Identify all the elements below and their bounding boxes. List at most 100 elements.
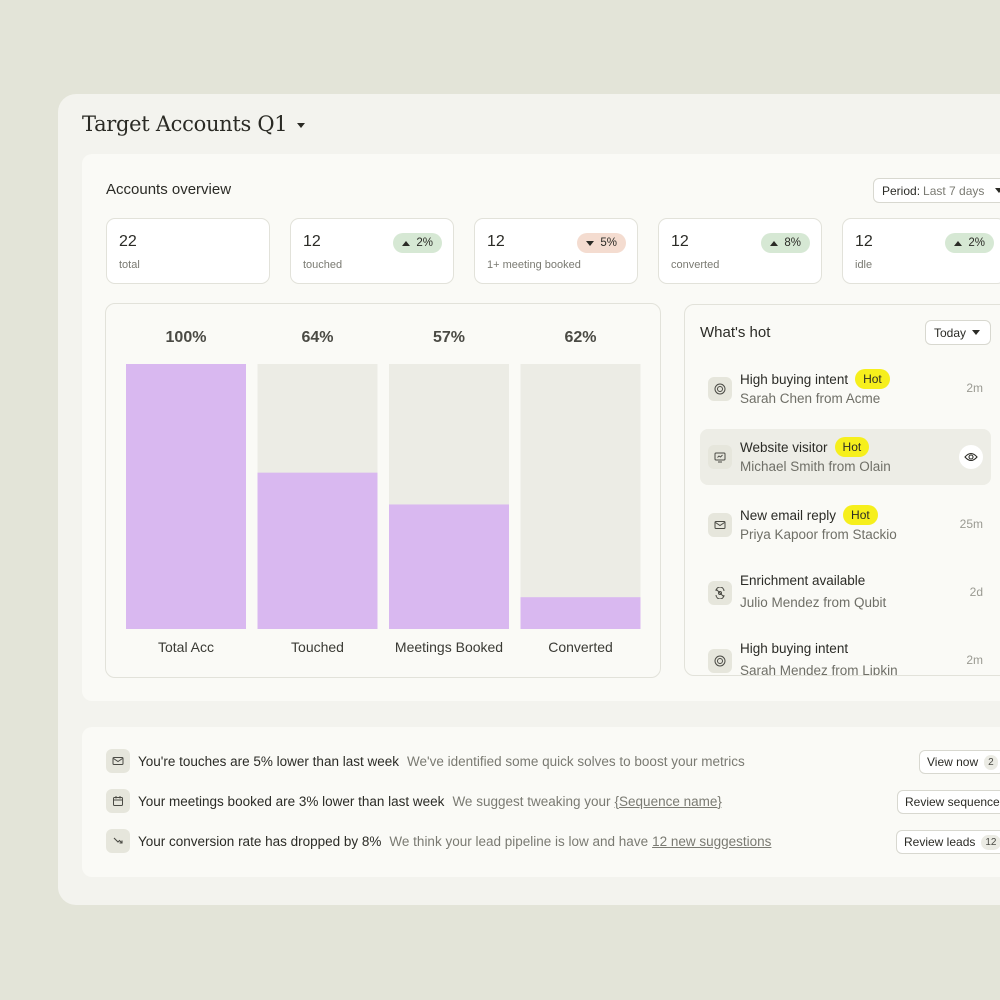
data-label: 100%	[166, 329, 207, 346]
target-icon	[708, 649, 732, 673]
insights-panel: You're touches are 5% lower than last we…	[82, 727, 1000, 877]
target-icon	[708, 377, 732, 401]
monitor-icon	[708, 445, 732, 469]
hot-badge: Hot	[834, 437, 870, 457]
bar[interactable]	[389, 504, 509, 629]
hot-item[interactable]: Enrichment available Julio Mendez from Q…	[700, 565, 991, 621]
insight-sub: We think your lead pipeline is low and h…	[389, 833, 649, 849]
mail-icon	[708, 513, 732, 537]
hot-item-title-text: High buying intent	[740, 371, 849, 387]
review-sequence-button[interactable]: Review sequence	[897, 790, 1000, 814]
insight-sub: We suggest tweaking your	[452, 793, 611, 809]
hot-item-subtitle: Sarah Mendez from Lipkin	[740, 663, 898, 676]
sequence-link[interactable]: {Sequence name}	[614, 793, 722, 809]
arrow-down-icon	[586, 240, 595, 246]
delta-badge: 5%	[577, 233, 626, 253]
hot-item-subtitle: Sarah Chen from Acme	[740, 391, 881, 406]
calendar-icon	[106, 789, 130, 813]
hot-item-title-text: High buying intent	[740, 641, 849, 656]
bar[interactable]	[126, 364, 246, 629]
stat-label: converted	[671, 259, 720, 271]
view-now-button[interactable]: View now 2	[919, 750, 1000, 774]
insight-main: Your meetings booked are 3% lower than l…	[138, 793, 445, 809]
data-label: 64%	[301, 329, 333, 346]
stat-label: total	[119, 259, 140, 271]
button-label: Review leads	[904, 835, 976, 849]
hot-item-time: 2m	[966, 381, 983, 395]
delta-badge: 2%	[945, 233, 994, 253]
hot-item-time: 2m	[966, 653, 983, 667]
delta-value: 5%	[600, 237, 617, 249]
hot-item-title: High buying intent	[740, 641, 848, 656]
hot-item[interactable]: New email reply Hot Priya Kapoor from Sta…	[700, 497, 991, 553]
delta-badge: 2%	[393, 233, 442, 253]
delta-badge: 8%	[761, 233, 810, 253]
hot-item-selected[interactable]: Website visitor Hot Michael Smith from Ol…	[700, 429, 991, 485]
suggestions-link[interactable]: 12 new suggestions	[652, 833, 772, 849]
chevron-down-icon	[995, 188, 1000, 193]
delta-value: 2%	[416, 237, 433, 249]
bar[interactable]	[257, 472, 378, 629]
button-label: Review sequence	[905, 795, 1000, 809]
hot-badge: Hot	[855, 369, 890, 389]
mail-icon	[106, 749, 130, 773]
hot-item-title-text: Enrichment available	[740, 573, 866, 588]
bar[interactable]	[520, 597, 641, 629]
category-label: Meetings Booked	[395, 639, 503, 655]
stat-card-converted[interactable]: 12 converted 8%	[658, 218, 822, 284]
stat-card-idle[interactable]: 12 idle 2%	[842, 218, 1000, 284]
hot-item-title-text: New email reply	[740, 507, 837, 523]
hot-item-subtitle: Julio Mendez from Qubit	[740, 595, 887, 610]
hot-item-title-text: Website visitor	[740, 439, 828, 455]
delta-value: 8%	[784, 237, 801, 249]
hot-item[interactable]: High buying intent Hot Sarah Chen from Ac…	[700, 361, 991, 417]
insight-main: Your conversion rate has dropped by 8%	[138, 833, 382, 849]
enrich-icon	[708, 581, 732, 605]
stat-label: idle	[855, 259, 873, 271]
stat-card-meeting-booked[interactable]: 12 1+ meeting booked 5%	[474, 218, 638, 284]
today-select[interactable]: Today	[925, 320, 991, 345]
hot-item-subtitle: Priya Kapoor from Stackio	[740, 527, 897, 542]
trend-down-icon	[106, 829, 130, 853]
review-leads-button[interactable]: Review leads 12	[896, 830, 1000, 854]
period-label: Period:	[882, 183, 921, 198]
insight-row: You're touches are 5% lower than last we…	[106, 749, 745, 773]
accounts-overview-panel: Accounts overview Period: Last 7 days 22…	[82, 154, 1000, 701]
period-value: Last 7 days	[923, 183, 985, 198]
stat-value: 22	[119, 233, 137, 250]
title-dropdown-icon[interactable]	[297, 122, 306, 128]
title-row: Target Accounts Q1	[82, 112, 306, 136]
category-label: Touched	[291, 639, 344, 655]
stat-card-touched[interactable]: 12 touched 2%	[290, 218, 454, 284]
period-select[interactable]: Period: Last 7 days	[873, 178, 1000, 203]
delta-value: 2%	[968, 237, 985, 249]
funnel-chart-card: 100% Total Acc 64% Touched 57% Meetings Booke…	[105, 303, 661, 678]
stat-label: touched	[303, 259, 343, 271]
count-badge: 12	[981, 834, 1000, 850]
hot-badge: Hot	[843, 505, 878, 525]
hot-item-title: New email reply Hot	[740, 505, 878, 525]
button-label: View now	[927, 755, 979, 769]
hot-item-time: 2d	[969, 585, 983, 599]
stat-value: 12	[303, 233, 321, 250]
stat-label: 1+ meeting booked	[487, 259, 581, 271]
hot-item[interactable]: High buying intent Sarah Mendez from Lip…	[700, 633, 991, 676]
hot-item-subtitle: Michael Smith from Olain	[740, 459, 891, 474]
dashboard-shell: Target Accounts Q1 Accounts overview Per…	[58, 94, 1000, 905]
hot-item-title: Website visitor Hot	[740, 437, 870, 457]
eye-icon[interactable]	[959, 445, 983, 469]
category-label: Converted	[548, 639, 613, 655]
stat-value: 12	[487, 233, 505, 250]
insight-row: Your conversion rate has dropped by 8% W…	[106, 829, 771, 853]
stat-card-total[interactable]: 22 total	[106, 218, 270, 284]
arrow-up-icon	[402, 240, 411, 246]
arrow-up-icon	[954, 240, 963, 246]
overview-title: Accounts overview	[106, 181, 232, 198]
bar-track	[520, 364, 641, 629]
arrow-up-icon	[770, 240, 779, 246]
today-value: Today	[934, 325, 967, 340]
hot-item-title: Enrichment available	[740, 573, 865, 588]
hot-item-time: 25m	[959, 517, 983, 531]
data-label: 62%	[564, 329, 596, 346]
hot-item-title: High buying intent Hot	[740, 369, 890, 389]
